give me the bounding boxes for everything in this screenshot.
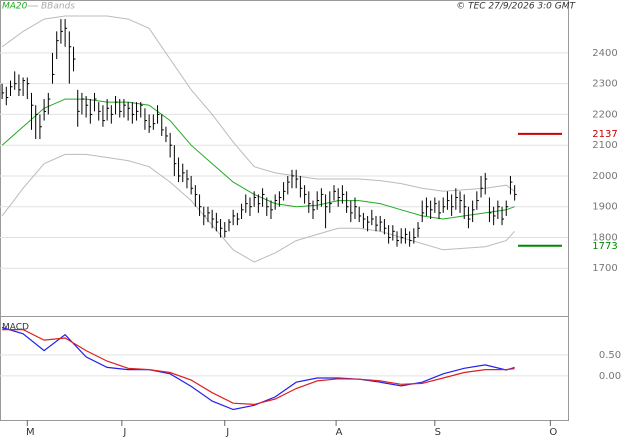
- y-tick-label: 1700: [592, 263, 617, 274]
- y-tick-label: 2300: [592, 79, 617, 90]
- y-tick-label: 1800: [592, 232, 617, 243]
- y-tick-label: 2200: [592, 109, 617, 120]
- macd-frame: [0, 316, 569, 421]
- y-tick-label: 2000: [592, 171, 617, 182]
- x-tick-label: S: [435, 427, 441, 438]
- macd-line: [1, 326, 515, 411]
- price-frame: [0, 0, 569, 317]
- legend-bbands: BBands: [41, 2, 75, 12]
- bband-upper: [1, 15, 515, 192]
- y-tick-label: 2100: [592, 140, 617, 151]
- x-tick-label: M: [26, 427, 35, 438]
- legend-ma20: MA20: [2, 2, 28, 12]
- copyright: © TEC 27/9/2026 3:0 GMT: [456, 2, 576, 12]
- x-tick-label: A: [336, 427, 343, 438]
- macd-line: [2, 329, 515, 406]
- y-tick-label: 0.00: [599, 371, 621, 382]
- y-tick-label: 0.50: [599, 350, 621, 361]
- bband-lower: [1, 153, 515, 263]
- level-label: 2137: [592, 129, 617, 140]
- y-tick-label: 1900: [592, 202, 617, 213]
- ma20-line: [1, 98, 515, 220]
- y-tick-label: 2400: [592, 48, 617, 59]
- x-tick-label: J: [122, 427, 126, 438]
- macd-title: MACD: [2, 323, 29, 333]
- level-label: 1773: [592, 241, 617, 252]
- x-tick-label: J: [225, 427, 229, 438]
- x-tick-label: O: [549, 427, 557, 438]
